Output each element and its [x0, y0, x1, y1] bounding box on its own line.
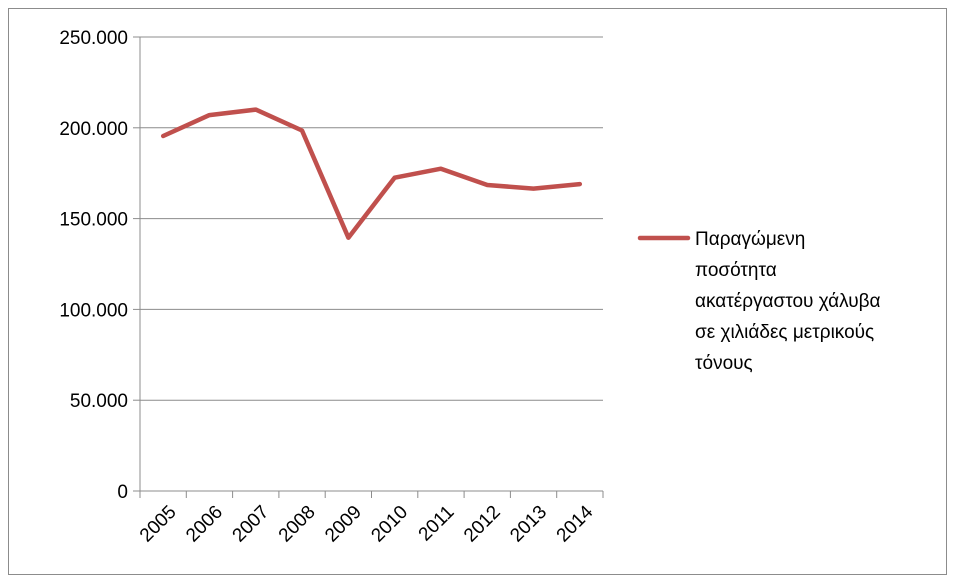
series-line: [160, 107, 583, 240]
x-tick-label: 2007: [229, 502, 274, 547]
x-axis-tick-labels: 2005 2006 2007 2008 2009 2010 2011 2012 2013 2014: [136, 501, 598, 546]
x-tick-label: 2005: [136, 502, 181, 547]
gridlines: [140, 36, 603, 401]
y-tick-label: 150.000: [59, 210, 128, 231]
legend-label-line: τόνους: [695, 353, 753, 374]
x-tick-label: 2012: [460, 502, 505, 547]
series-lines: [160, 107, 583, 240]
legend-label-line: Παραγώμενη: [695, 229, 805, 250]
legend-label-line: σε χιλιάδες μετρικούς: [695, 322, 874, 343]
y-tick-label: 200.000: [59, 119, 128, 140]
legend: Παραγώμενη ποσότητα ακατέργαστου χάλυβα σε …: [637, 229, 881, 374]
chart-frame: [8, 8, 947, 575]
legend-label: Παραγώμενη ποσότητα ακατέργαστου χάλυβα σε …: [695, 229, 881, 374]
legend-label-line: ποσότητα: [695, 260, 777, 281]
x-tick-label: 2009: [321, 502, 366, 547]
y-axis-tick-labels: 0 50.000 100.000 150.000 200.000 250.000: [59, 28, 128, 503]
y-tick-label: 100.000: [59, 300, 128, 321]
y-tick-label: 0: [117, 482, 128, 503]
x-tick-label: 2008: [275, 502, 320, 547]
axes: [133, 36, 604, 498]
y-tick-label: 250.000: [59, 28, 128, 49]
legend-label-line: ακατέργαστου χάλυβα: [695, 291, 881, 312]
x-tick-label: 2011: [415, 502, 459, 546]
x-tick-label: 2010: [367, 502, 412, 547]
x-tick-label: 2013: [506, 502, 551, 547]
x-tick-label: 2014: [553, 501, 598, 546]
y-tick-label: 50.000: [70, 391, 128, 412]
x-tick-label: 2006: [182, 502, 227, 547]
